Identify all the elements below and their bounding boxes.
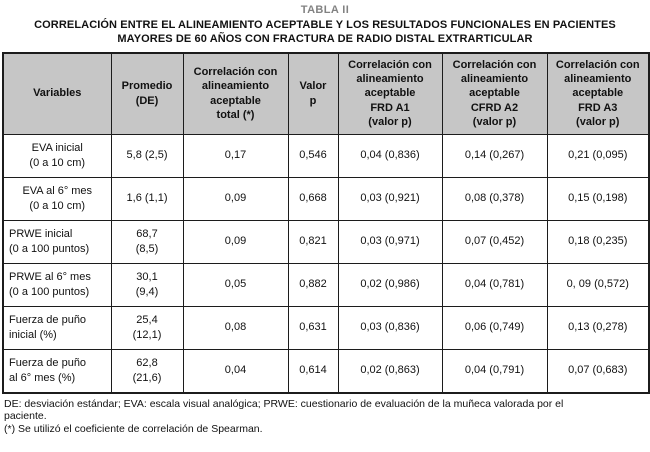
- value-cell: 0,09: [182, 219, 289, 264]
- value-cell: 0,546: [287, 133, 339, 178]
- table-row: PRWE al 6° mes (0 a 100 puntos) 30,1 (9,4…: [2, 262, 650, 307]
- table-row: EVA inicial (0 a 10 cm) 5,8 (2,5) 0,17 0,54…: [2, 133, 650, 178]
- variable-cell: Fuerza de puño al 6° mes (%): [2, 348, 112, 394]
- footnote-2: (*) Se utilizó el coeficiente de correla…: [4, 423, 263, 436]
- value-cell: 0,821: [287, 219, 339, 264]
- page: TABLA II CORRELACIÓN ENTRE EL ALINEAMIEN…: [2, 2, 650, 436]
- value-cell: 0,08 (0,378): [441, 176, 548, 221]
- variable-cell: PRWE inicial (0 a 100 puntos): [2, 219, 112, 264]
- value-cell: 0,05: [182, 262, 289, 307]
- table-title: CORRELACIÓN ENTRE EL ALINEAMIENTO ACEPTA…: [34, 19, 616, 46]
- variable-cell: EVA al 6° mes (0 a 10 cm): [2, 176, 112, 221]
- value-cell: 0,03 (0,921): [337, 176, 443, 221]
- title-block: TABLA II CORRELACIÓN ENTRE EL ALINEAMIEN…: [2, 2, 648, 47]
- table-row: Fuerza de puño inicial (%) 25,4 (12,1) 0,0…: [2, 305, 650, 350]
- value-cell: 68,7 (8,5): [110, 219, 184, 264]
- value-cell: 0,18 (0,235): [546, 219, 650, 264]
- table-number: TABLA II: [300, 4, 350, 16]
- value-cell: 0,15 (0,198): [546, 176, 650, 221]
- value-cell: 5,8 (2,5): [110, 133, 184, 178]
- value-cell: 0,03 (0,836): [337, 305, 443, 350]
- value-cell: 0,09: [182, 176, 289, 221]
- value-cell: 0,07 (0,683): [546, 348, 650, 394]
- value-cell: 0,04 (0,836): [337, 133, 443, 178]
- value-cell: 62,8 (21,6): [110, 348, 184, 394]
- value-cell: 0,882: [287, 262, 339, 307]
- value-cell: 0,17: [182, 133, 289, 178]
- value-cell: 0,21 (0,095): [546, 133, 650, 178]
- value-cell: 0, 09 (0,572): [546, 262, 650, 307]
- value-cell: 0,04 (0,781): [441, 262, 548, 307]
- column-header-3: Valor p: [287, 52, 339, 135]
- column-header-0: Variables: [2, 52, 112, 135]
- value-cell: 0,02 (0,986): [337, 262, 443, 307]
- value-cell: 0,614: [287, 348, 339, 394]
- table-row: EVA al 6° mes (0 a 10 cm) 1,6 (1,1) 0,09 0,…: [2, 176, 650, 221]
- column-header-5: Correlación con alineamiento aceptable C…: [441, 52, 548, 135]
- value-cell: 25,4 (12,1): [110, 305, 184, 350]
- value-cell: 0,03 (0,971): [337, 219, 443, 264]
- variable-cell: PRWE al 6° mes (0 a 100 puntos): [2, 262, 112, 307]
- variable-cell: EVA inicial (0 a 10 cm): [2, 133, 112, 178]
- value-cell: 0,08: [182, 305, 289, 350]
- footnotes: DE: desviación estándar; EVA: escala vis…: [2, 398, 648, 436]
- value-cell: 0,04 (0,791): [441, 348, 548, 394]
- value-cell: 0,14 (0,267): [441, 133, 548, 178]
- value-cell: 0,02 (0,863): [337, 348, 443, 394]
- value-cell: 0,631: [287, 305, 339, 350]
- column-header-4: Correlación con alineamiento aceptable F…: [337, 52, 443, 135]
- value-cell: 0,07 (0,452): [441, 219, 548, 264]
- value-cell: 30,1 (9,4): [110, 262, 184, 307]
- footnote-1: DE: desviación estándar; EVA: escala vis…: [4, 397, 564, 423]
- column-header-2: Correlación con alineamiento aceptable t…: [182, 52, 289, 135]
- table-row: PRWE inicial (0 a 100 puntos) 68,7 (8,5) 0…: [2, 219, 650, 264]
- value-cell: 1,6 (1,1): [110, 176, 184, 221]
- correlation-table: Variables Promedio (DE) Correlación con al…: [2, 51, 650, 394]
- column-header-6: Correlación con alineamiento aceptable F…: [546, 52, 650, 135]
- column-header-1: Promedio (DE): [110, 52, 184, 135]
- value-cell: 0,668: [287, 176, 339, 221]
- value-cell: 0,06 (0,749): [441, 305, 548, 350]
- table-row: Fuerza de puño al 6° mes (%) 62,8 (21,6) 0…: [2, 348, 650, 394]
- value-cell: 0,04: [182, 348, 289, 394]
- variable-cell: Fuerza de puño inicial (%): [2, 305, 112, 350]
- table-header-row: Variables Promedio (DE) Correlación con al…: [2, 52, 650, 135]
- value-cell: 0,13 (0,278): [546, 305, 650, 350]
